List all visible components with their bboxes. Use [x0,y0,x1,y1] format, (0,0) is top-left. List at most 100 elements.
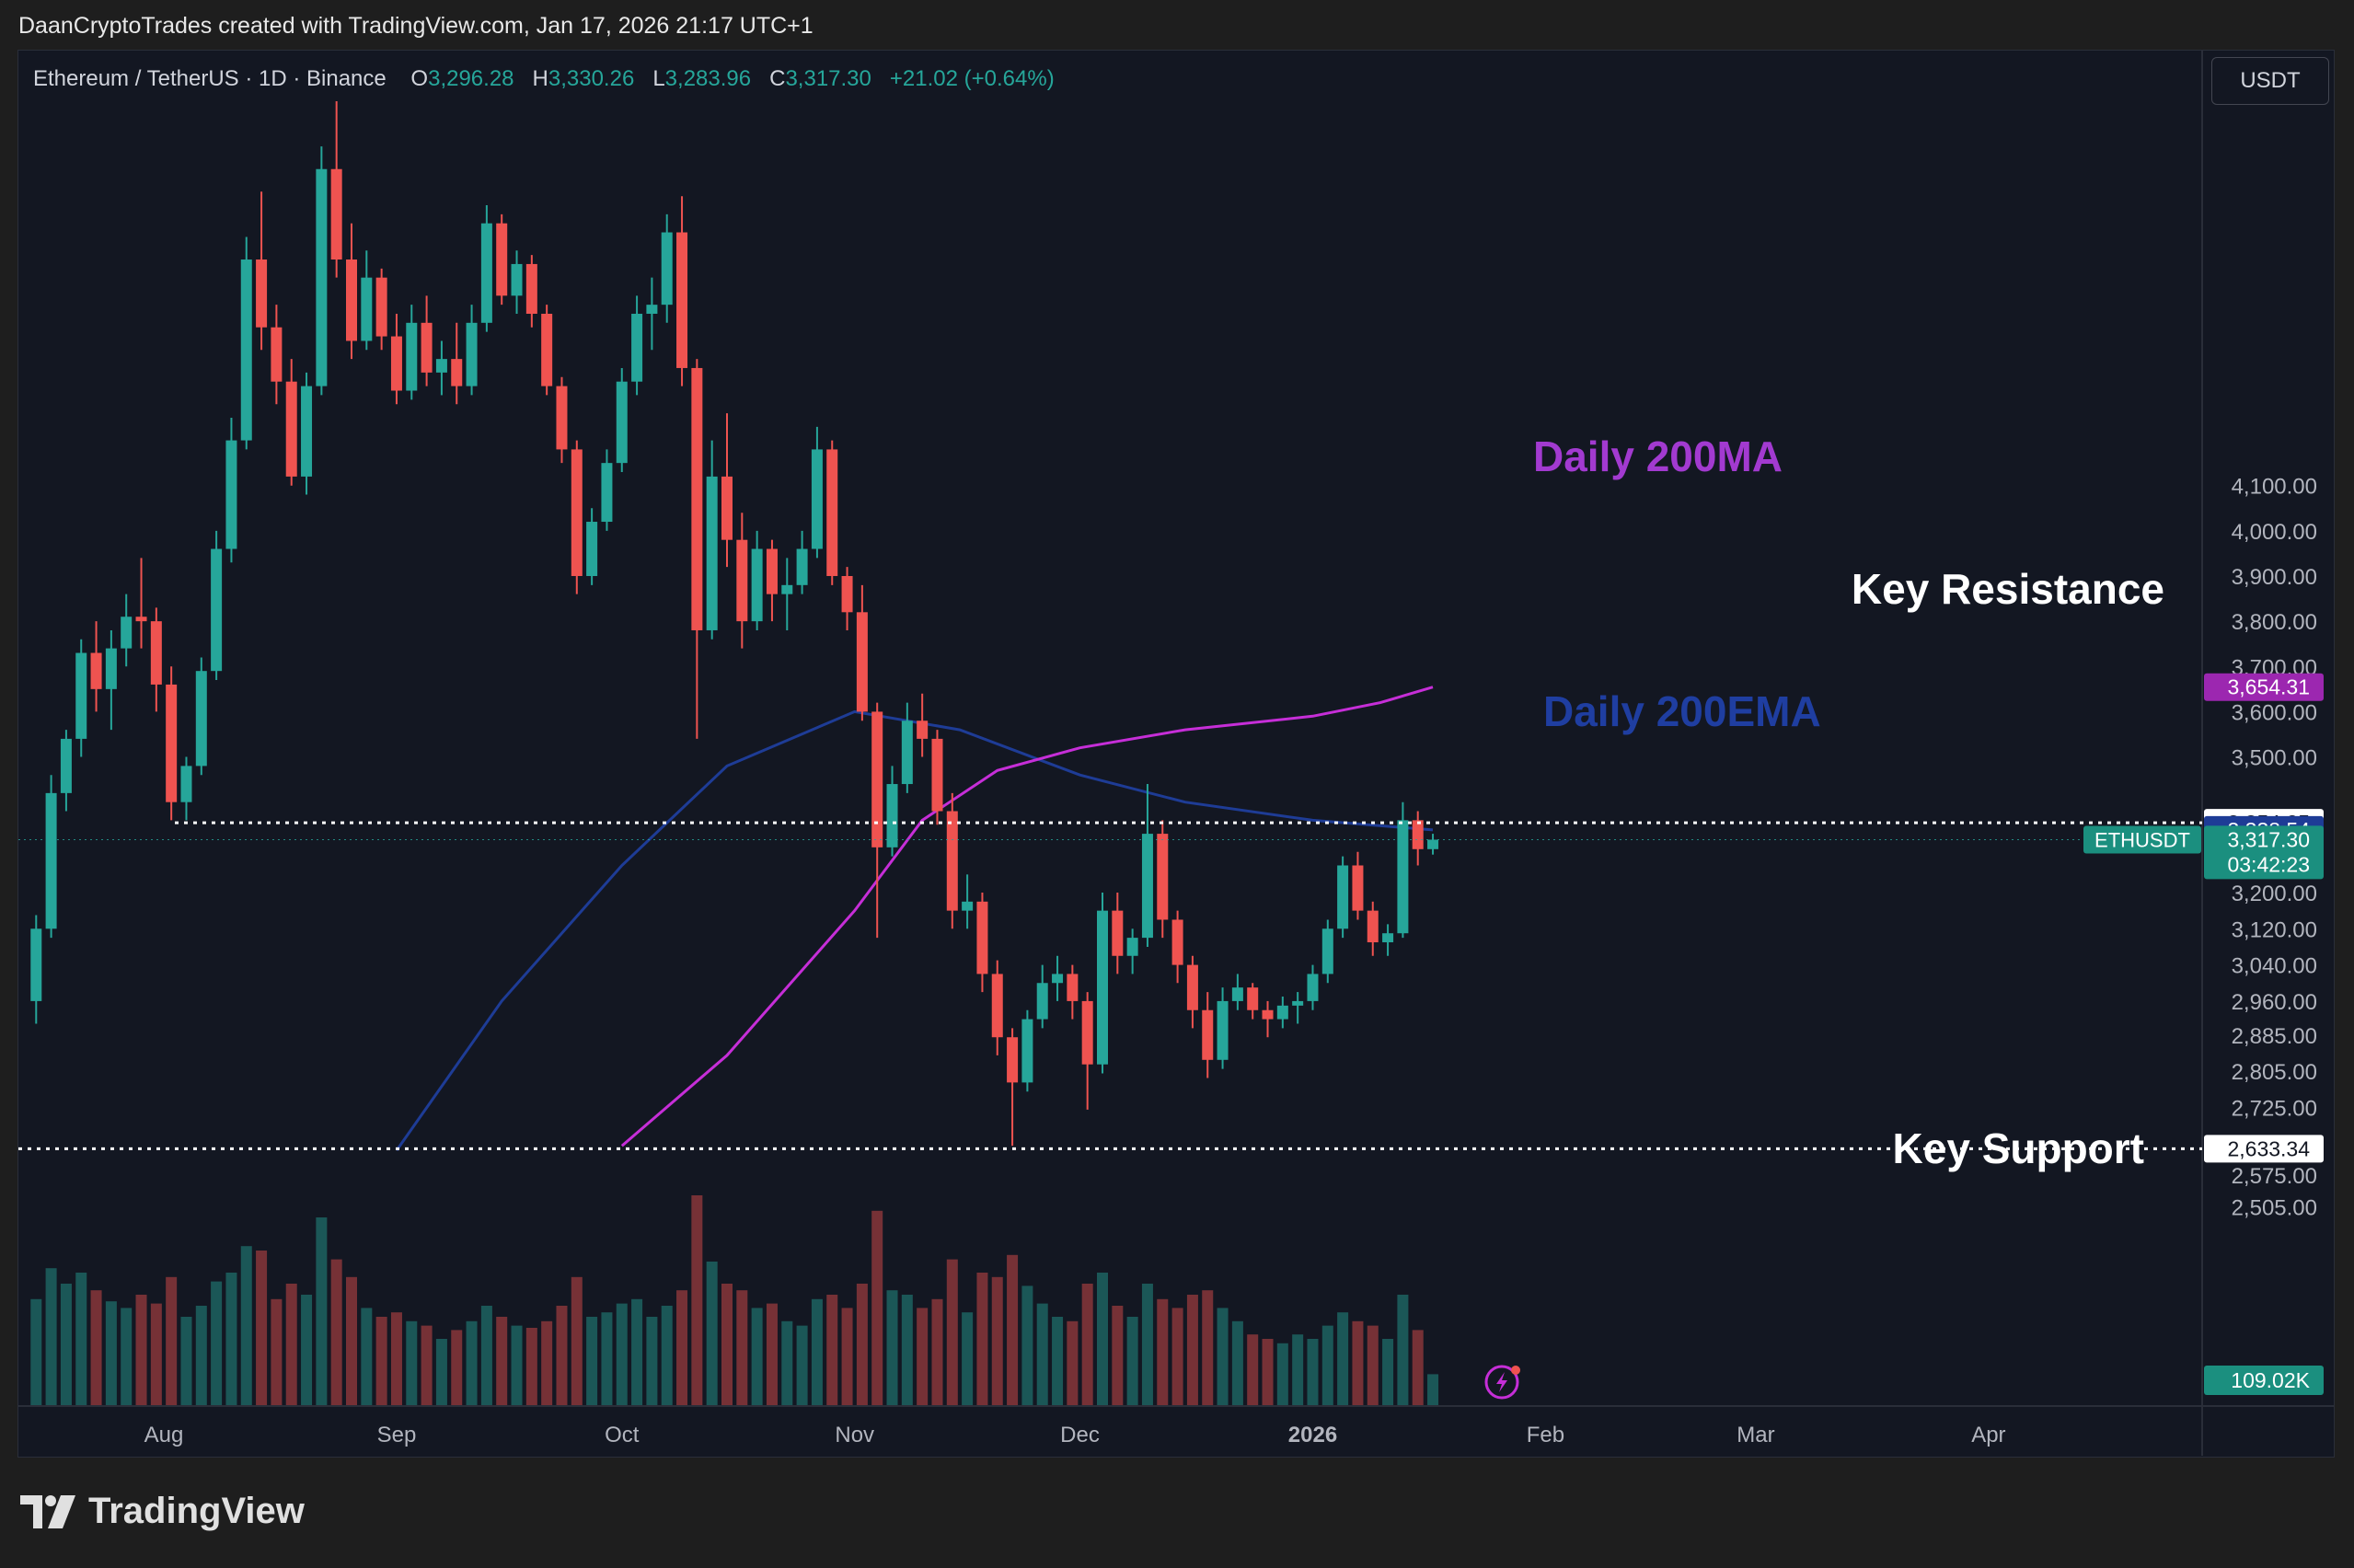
symbol-tag-label: ETHUSDT [2094,828,2190,851]
candle-body [1036,983,1048,1020]
lightning-icon[interactable] [1484,1365,1520,1400]
candle-body [225,440,237,549]
high-label: H [532,66,548,91]
time-tick-label: Feb [1527,1423,1564,1447]
key-levels [18,821,2202,1150]
candle-body [556,386,568,450]
volume-bars [30,1195,1439,1405]
candle-body [751,548,763,622]
candle-body [796,548,808,585]
volume-bar [586,1317,598,1405]
volume-bar [1367,1325,1379,1405]
candle-body [45,792,57,929]
candle-body [661,232,673,306]
candle-body [435,359,447,373]
volume-bar [1276,1343,1288,1405]
candle-body [1367,910,1379,943]
tradingview-logo: TradingView [20,1491,305,1532]
candle-body [1067,974,1079,1001]
volume-bar [121,1308,133,1405]
chart-frame[interactable] [17,50,2335,1458]
currency-selector[interactable]: USDT [2211,57,2329,105]
candle-body [150,621,162,685]
candle-body [646,305,658,314]
volume-bar [796,1325,808,1405]
candle-body [421,322,433,373]
candle-body [30,928,42,1001]
ema200-line [395,709,1434,1151]
volume-bar [1021,1286,1033,1405]
volume-bar [135,1295,147,1405]
candle-body [285,381,297,477]
volume-bar [766,1303,778,1405]
volume-bar [211,1281,223,1405]
candle-body [1427,839,1439,849]
volume-bar [480,1306,492,1405]
close-label: C [769,66,786,91]
candle-body [736,539,748,622]
volume-bar [1337,1312,1349,1405]
volume-bar [1202,1290,1214,1405]
candle-body [480,223,492,323]
price-tick-label: 4,000.00 [2232,520,2317,545]
volume-bar [781,1320,793,1405]
volume-bar [1427,1374,1439,1405]
volume-bar [285,1284,297,1405]
volume-bar [901,1295,913,1405]
time-tick-label: Mar [1737,1423,1774,1447]
volume-bar [195,1306,207,1405]
candle-body [856,612,868,712]
candle-body [1021,1019,1033,1083]
volume-bar [406,1320,418,1405]
candle-body [946,811,958,911]
price-tick-label: 3,600.00 [2232,700,2317,725]
candle-body [466,322,478,386]
symbol-legend[interactable]: Ethereum / TetherUS · 1D · Binance O3,29… [33,66,1055,92]
price-tick-label: 2,960.00 [2232,990,2317,1015]
price-tick-label: 3,500.00 [2232,746,2317,771]
volume-bar [826,1295,838,1405]
volume-bar [1397,1295,1409,1405]
candle-body [721,476,733,540]
volume-bar [931,1298,943,1405]
candle-body [361,277,373,341]
candle-body [1337,865,1349,929]
candle-body [781,584,793,594]
candle-body [811,449,823,549]
volume-bar [1352,1320,1364,1405]
time-tick-label: Sep [377,1423,417,1447]
volume-bar [721,1284,733,1405]
candle-body [1186,964,1198,1010]
volume-bar [30,1298,42,1405]
volume-bar [1186,1295,1198,1405]
volume-bar [166,1276,178,1405]
price-tick-label: 2,725.00 [2232,1096,2317,1121]
candle-body [1262,1009,1274,1020]
candle-body [166,684,178,802]
price-tick-label: 3,040.00 [2232,954,2317,979]
volume-bar [1171,1308,1183,1405]
moving-averages [395,686,1434,1151]
candle-body [121,617,133,649]
volume-bar [811,1298,823,1405]
price-tick-label: 3,900.00 [2232,565,2317,590]
volume-bar [330,1259,342,1405]
volume-bar [871,1210,883,1405]
close-value: 3,317.30 [785,66,871,91]
volume-bar [1231,1320,1243,1405]
open-value: 3,296.28 [428,66,514,91]
candle-body [256,259,268,328]
candle-body [1321,928,1333,974]
low-label: L [652,66,665,91]
candle-body [1231,987,1243,1001]
candle-body [631,313,643,382]
volume-tag-value: 109.02K [2231,1368,2310,1392]
volume-bar [946,1259,958,1405]
candle-body [301,386,313,477]
candle-body [871,711,883,847]
candle-body [105,648,117,689]
candle-body [1141,834,1153,939]
volume-bar [466,1320,478,1405]
volume-bar [691,1195,703,1405]
